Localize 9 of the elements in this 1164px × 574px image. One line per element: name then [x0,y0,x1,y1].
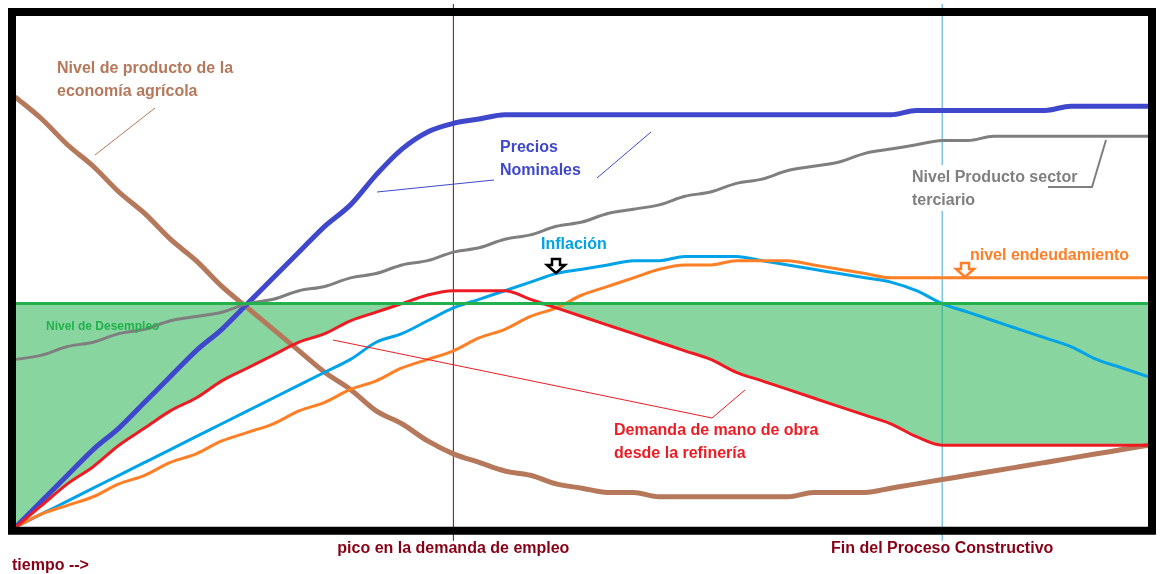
series-label: Nivel de producto de la economía agrícola [57,58,235,101]
series-label: nivel endeudamiento [970,245,1131,265]
x-axis-title: tiempo --> [12,555,90,574]
x-tick-label: Fin del Proceso Constructivo [831,538,1054,556]
series-label: Inflación [541,234,608,254]
series-label: Precios Nominales [500,137,582,180]
series-label: Nivel Producto sector terciario [912,165,1102,211]
x-tick-label: pico en la demanda de empleo [337,538,570,556]
series-label: Demanda de mano de obra desde la refinería [614,420,820,463]
